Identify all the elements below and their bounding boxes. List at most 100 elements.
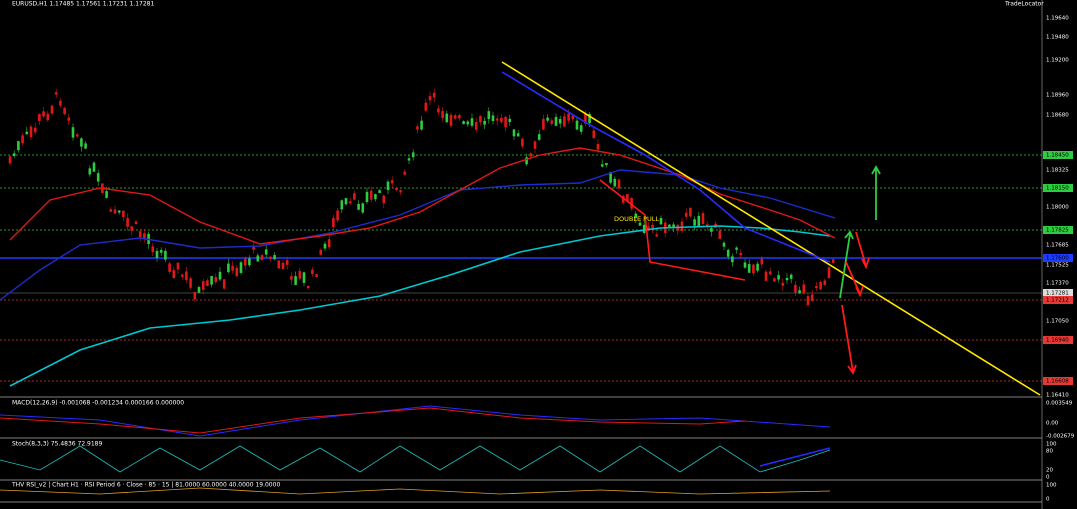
candle: [621, 195, 625, 203]
candle: [416, 126, 419, 130]
candle: [67, 117, 71, 121]
candle: [12, 153, 16, 156]
level-labels: 1.18450 1.18150 1.17825 1.17600 1.172811.172…: [1043, 151, 1075, 503]
candle: [164, 250, 167, 260]
candle: [806, 296, 810, 306]
candle: [84, 143, 87, 149]
candle: [533, 141, 537, 149]
ma-50: [9, 147, 836, 245]
candle: [798, 290, 801, 294]
candle: [71, 127, 75, 138]
candle: [248, 258, 251, 266]
candle: [201, 281, 205, 290]
price-tick: 1.19640: [1046, 16, 1069, 22]
candle: [525, 157, 528, 165]
candle: [357, 203, 360, 210]
candle: [340, 200, 344, 210]
candle: [172, 270, 176, 278]
candle: [609, 172, 612, 183]
candle: [453, 115, 457, 119]
candle: [823, 280, 827, 286]
candle: [403, 171, 407, 175]
candle: [189, 278, 192, 288]
level-box: [1043, 289, 1073, 297]
level-box: [1043, 296, 1073, 304]
candle: [369, 190, 373, 200]
candle: [256, 255, 260, 262]
candle: [810, 294, 814, 301]
macd-scale: 0.003549: [1046, 401, 1073, 407]
price-tick: 1.18325: [1046, 168, 1069, 174]
candle: [105, 191, 108, 198]
price-tick: 1.18000: [1046, 205, 1069, 211]
level-label: 1.17281: [1046, 291, 1069, 297]
candle: [311, 269, 314, 275]
candle: [206, 280, 209, 286]
ma-200: [9, 225, 831, 387]
candle: [306, 285, 310, 289]
candle: [75, 134, 79, 137]
stoch-scale: 80: [1046, 449, 1053, 455]
candle: [327, 239, 331, 248]
candle: [600, 164, 604, 167]
candle: [642, 224, 646, 233]
candle: [386, 181, 390, 191]
candle: [96, 173, 100, 182]
candle: [592, 130, 596, 139]
candle: [260, 255, 264, 261]
candle: [537, 134, 541, 140]
candle: [399, 190, 402, 193]
candle: [109, 209, 113, 212]
candle: [542, 118, 545, 130]
candle: [659, 217, 663, 225]
candle: [651, 224, 654, 229]
candle: [500, 117, 503, 123]
candle: [684, 212, 688, 217]
candle: [508, 118, 512, 123]
candle: [827, 267, 831, 278]
candle: [113, 209, 117, 214]
candle: [756, 263, 759, 271]
candle: [344, 198, 348, 205]
level-box: [1043, 377, 1073, 385]
candle: [117, 210, 121, 213]
level-box: [1043, 336, 1073, 344]
level-label: 1.18150: [1046, 186, 1069, 192]
candle: [466, 121, 470, 125]
ma-100: [0, 169, 836, 301]
stoch-scale: 20: [1046, 468, 1053, 474]
candle: [747, 264, 751, 273]
candle: [21, 135, 24, 144]
candle: [50, 105, 54, 114]
candle: [512, 129, 516, 137]
candle: [294, 276, 297, 285]
annotation: DOUBLE PULL: [614, 215, 659, 223]
candle: [29, 126, 33, 138]
candle: [781, 282, 785, 286]
candle: [634, 213, 638, 219]
candle: [579, 125, 583, 132]
candle: [554, 116, 558, 126]
candle: [558, 119, 562, 124]
candle: [630, 198, 633, 209]
candle: [365, 191, 369, 203]
candles: [8, 88, 835, 307]
candle: [130, 226, 134, 231]
candle: [575, 120, 579, 130]
candle: [567, 113, 570, 121]
candle: [794, 284, 797, 293]
candle: [491, 115, 495, 121]
candle: [214, 277, 218, 283]
candle: [516, 133, 520, 137]
levels: [0, 154, 1042, 382]
candle: [8, 156, 12, 164]
candle: [470, 118, 474, 126]
candle: [462, 121, 465, 125]
macd-scale: 0.00: [1046, 421, 1059, 427]
candle: [638, 222, 642, 226]
candle: [126, 218, 129, 227]
candle: [693, 219, 696, 226]
candle: [550, 120, 554, 124]
candle: [227, 263, 230, 273]
